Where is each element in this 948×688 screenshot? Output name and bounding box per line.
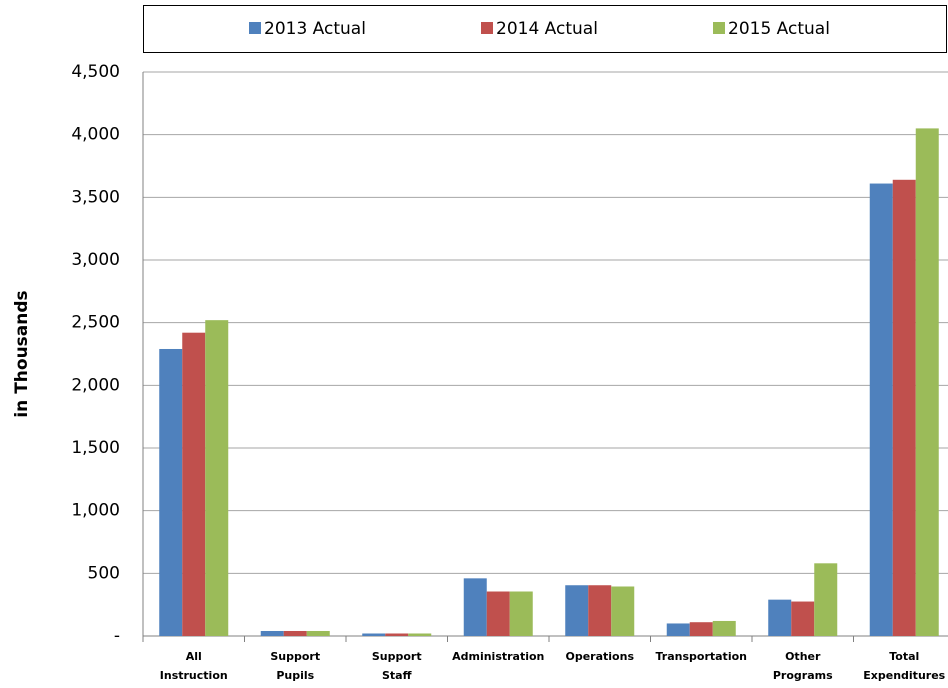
bar (509, 591, 533, 636)
y-tick-label: 500 (88, 563, 120, 583)
bar (666, 623, 690, 636)
y-tick-label: 4,000 (71, 125, 120, 145)
bar (159, 348, 183, 636)
bar (768, 599, 792, 636)
x-tick-label: Support (270, 650, 320, 663)
y-tick-label: 2,500 (71, 313, 120, 333)
bar (408, 633, 432, 636)
bar (814, 563, 838, 636)
x-tick-label: Administration (452, 650, 544, 663)
bar (712, 620, 736, 636)
bar (611, 586, 635, 636)
legend-box (143, 5, 947, 53)
bar (486, 591, 510, 636)
bar (362, 633, 386, 636)
x-tick-label: Instruction (160, 669, 228, 682)
bar (915, 128, 939, 636)
bar (689, 622, 713, 636)
legend-label: 2015 Actual (728, 19, 830, 39)
bar (182, 332, 206, 636)
bar (385, 633, 409, 636)
bar (283, 630, 307, 636)
bar (260, 630, 284, 636)
bar (565, 585, 589, 636)
legend-label: 2014 Actual (496, 19, 598, 39)
x-tick-label: Operations (566, 650, 635, 663)
x-tick-label: Expenditures (863, 669, 945, 682)
y-tick-label: 3,500 (71, 187, 120, 207)
x-tick-label: Staff (382, 669, 412, 682)
y-tick-label: - (114, 626, 120, 646)
bar (869, 183, 893, 636)
legend-label: 2013 Actual (264, 19, 366, 39)
x-tick-label: All (186, 650, 202, 663)
y-tick-label: 1,500 (71, 438, 120, 458)
x-tick-label: Programs (773, 669, 833, 682)
y-tick-label: 4,500 (71, 62, 120, 82)
x-tick-label: Total (889, 650, 919, 663)
y-tick-label: 3,000 (71, 250, 120, 270)
bar (791, 601, 815, 636)
bar (588, 585, 612, 636)
x-tick-label: Pupils (276, 669, 314, 682)
bar (306, 630, 330, 636)
legend-swatch (481, 22, 493, 34)
x-tick-label: Other (785, 650, 821, 663)
bar (463, 578, 487, 636)
bar (205, 320, 229, 636)
y-axis-label: in Thousands (12, 290, 32, 417)
y-tick-label: 1,000 (71, 501, 120, 521)
x-tick-label: Transportation (656, 650, 747, 663)
legend-swatch (713, 22, 725, 34)
legend-swatch (249, 22, 261, 34)
bar (892, 179, 916, 636)
y-tick-label: 2,000 (71, 375, 120, 395)
x-tick-label: Support (372, 650, 422, 663)
